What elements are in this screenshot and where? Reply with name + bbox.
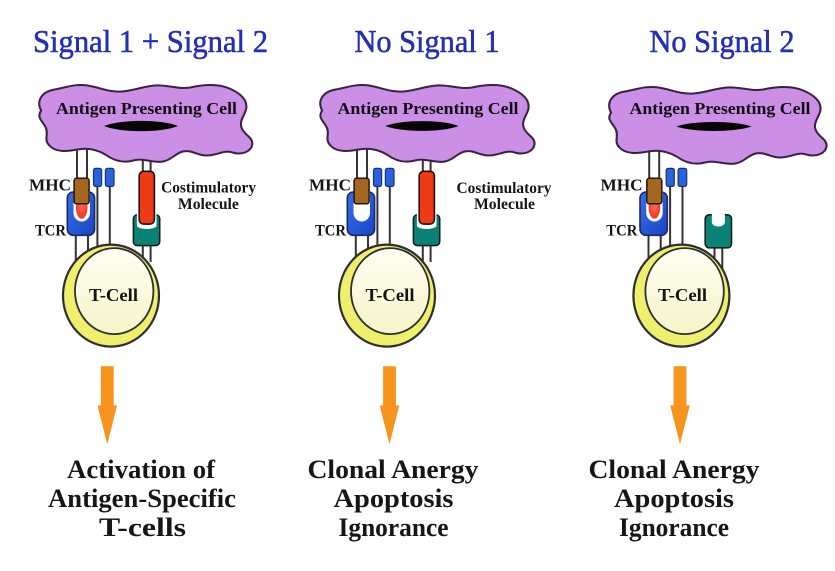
svg-text:Apoptosis: Apoptosis xyxy=(614,484,734,513)
svg-text:MHC: MHC xyxy=(29,175,71,194)
svg-text:Molecule: Molecule xyxy=(178,196,239,213)
svg-text:TCR: TCR xyxy=(315,222,346,239)
svg-text:Ignorance: Ignorance xyxy=(619,513,729,542)
svg-text:Apoptosis: Apoptosis xyxy=(334,484,454,513)
svg-text:Clonal Anergy: Clonal Anergy xyxy=(589,455,760,484)
svg-text:Antigen Presenting Cell: Antigen Presenting Cell xyxy=(56,99,237,118)
svg-text:Costimulatory: Costimulatory xyxy=(161,180,256,197)
svg-text:No Signal 1: No Signal 1 xyxy=(355,23,500,59)
svg-text:MHC: MHC xyxy=(601,175,643,194)
svg-text:Antigen Presenting Cell: Antigen Presenting Cell xyxy=(630,99,811,118)
svg-text:No Signal 2: No Signal 2 xyxy=(650,23,795,59)
svg-text:TCR: TCR xyxy=(606,222,637,239)
svg-text:T-Cell: T-Cell xyxy=(89,285,138,305)
svg-text:T-Cell: T-Cell xyxy=(366,285,415,305)
svg-text:Ignorance: Ignorance xyxy=(339,513,449,542)
svg-text:MHC: MHC xyxy=(309,175,351,194)
svg-text:Antigen-Specific: Antigen-Specific xyxy=(48,484,236,513)
svg-text:Signal 1 + Signal 2: Signal 1 + Signal 2 xyxy=(33,23,268,59)
svg-text:Costimulatory: Costimulatory xyxy=(457,180,552,197)
svg-text:Clonal Anergy: Clonal Anergy xyxy=(308,455,479,484)
svg-text:Molecule: Molecule xyxy=(474,196,535,213)
svg-text:TCR: TCR xyxy=(35,222,66,239)
svg-text:Activation of: Activation of xyxy=(67,455,215,484)
svg-text:T-Cell: T-Cell xyxy=(658,285,707,305)
svg-text:Antigen Presenting Cell: Antigen Presenting Cell xyxy=(338,99,519,118)
svg-text:T-cells: T-cells xyxy=(99,513,186,542)
